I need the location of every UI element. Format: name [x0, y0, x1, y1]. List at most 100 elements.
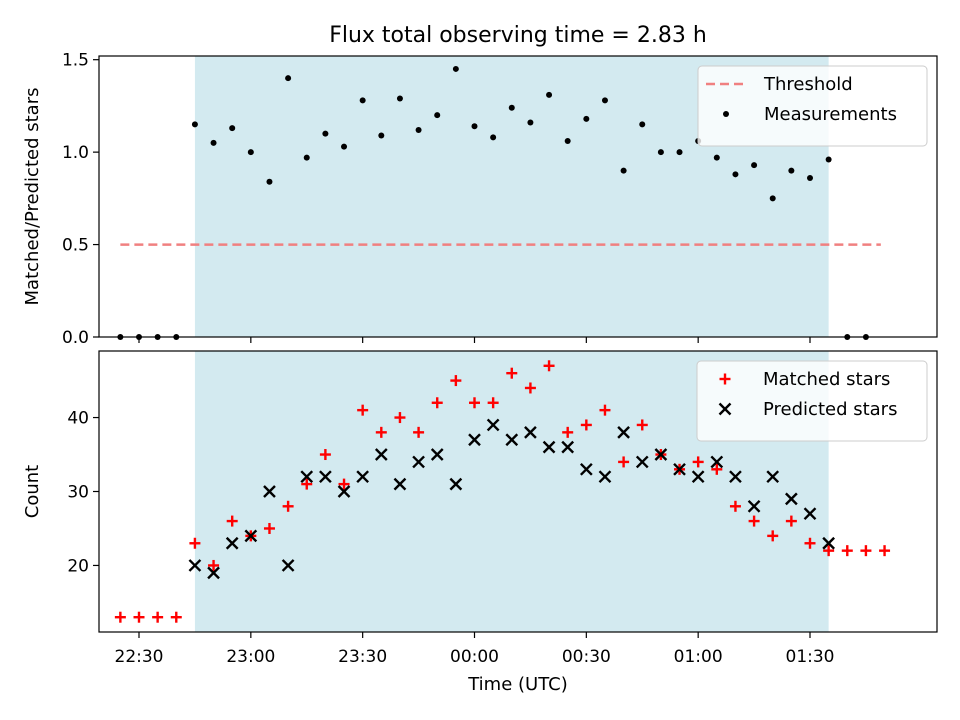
matched-star-marker — [357, 404, 369, 416]
predicted-star-marker — [188, 559, 202, 572]
predicted-star-marker — [374, 448, 388, 461]
matched-star-marker — [841, 545, 853, 557]
legend-label: Threshold — [763, 74, 853, 95]
predicted-star-marker-b — [822, 536, 835, 550]
predicted-star-marker-b — [300, 470, 314, 484]
predicted-star-marker — [319, 470, 332, 484]
predicted-star-marker — [598, 470, 612, 484]
predicted-star-marker-b — [673, 462, 686, 476]
predicted-star-marker — [729, 470, 742, 484]
measurement-point — [247, 149, 254, 156]
measurement-point — [434, 112, 441, 119]
measurement-point — [415, 126, 422, 133]
predicted-star-marker — [486, 418, 500, 432]
predicted-star-marker-b — [579, 462, 593, 476]
measurement-point — [546, 91, 553, 98]
legend-measurement-swatch — [723, 111, 729, 117]
predicted-star-marker-b — [710, 455, 724, 469]
predicted-star-marker-b — [617, 425, 630, 439]
measurement-point — [490, 134, 497, 141]
predicted-star-marker-b — [654, 448, 668, 461]
measurement-point — [807, 175, 813, 182]
matched-star-marker — [431, 397, 443, 409]
measurement-point — [639, 121, 646, 128]
measurement-point — [396, 95, 403, 102]
matched-star-marker — [114, 611, 126, 623]
matched-star-marker — [636, 419, 648, 431]
legend: Matched stars Predicted stars — [696, 360, 928, 442]
matched-star-marker — [226, 515, 238, 527]
matched-star-marker — [618, 456, 630, 468]
predicted-star-marker-b — [486, 418, 500, 432]
x-tick-label: 22:30 — [115, 647, 164, 667]
predicted-star-marker-b — [785, 492, 798, 506]
predicted-star-marker-b — [337, 485, 351, 498]
matched-star-marker — [208, 559, 220, 571]
predicted-star-marker — [300, 470, 314, 484]
matched-star-marker — [450, 375, 462, 387]
legend: Threshold Measurements — [697, 65, 928, 147]
measurement-point — [825, 156, 832, 163]
predicted-star-marker — [579, 462, 593, 476]
matched-star-marker — [170, 611, 182, 623]
predicted-star-marker — [337, 485, 351, 498]
predicted-star-marker-b — [412, 455, 425, 469]
top-panel: 0.0 0.5 1.0 1.5 Matched/Predicted stars Thres… — [22, 51, 938, 348]
predicted-star-marker — [785, 492, 798, 506]
predicted-star-marker-b — [207, 566, 220, 580]
matched-star-marker — [375, 426, 387, 438]
legend-label: Measurements — [764, 104, 897, 125]
y-tick-label: 20 — [67, 556, 89, 576]
x-tick-label: 01:30 — [786, 647, 835, 667]
predicted-star-marker-b — [468, 433, 481, 447]
measurement-point — [751, 162, 758, 169]
predicted-star-marker — [430, 448, 444, 461]
predicted-star-marker-b — [561, 440, 575, 454]
predicted-star-marker — [524, 425, 537, 439]
predicted-star-marker-b — [319, 470, 332, 484]
x-tick-label: 23:30 — [338, 647, 387, 667]
predicted-star-marker — [561, 440, 575, 454]
measurement-point — [788, 167, 795, 174]
predicted-star-marker-b — [691, 470, 705, 484]
matched-star-marker — [860, 545, 872, 557]
legend-box — [697, 65, 928, 147]
x-tick-label: 00:00 — [450, 647, 499, 667]
predicted-star-marker-b — [598, 470, 612, 484]
y-tick-label: 0.5 — [62, 236, 89, 256]
predicted-star-marker-b — [263, 485, 276, 498]
matched-star-marker — [580, 419, 592, 431]
matched-star-marker — [879, 545, 891, 557]
predicted-star-marker — [412, 455, 425, 469]
measurement-point — [676, 149, 683, 156]
y-axis-label: Count — [22, 465, 43, 518]
predicted-star-marker-b — [188, 559, 202, 572]
measurement-point — [341, 143, 348, 150]
predicted-star-marker — [766, 470, 780, 484]
matched-star-marker — [469, 397, 480, 409]
legend-box — [696, 360, 928, 442]
matched-star-marker — [804, 537, 816, 549]
predicted-star-marker-b — [505, 433, 519, 447]
measurement-point — [508, 104, 515, 111]
x-axis-label: Time (UTC) — [467, 674, 568, 695]
predicted-star-marker — [207, 566, 220, 580]
predicted-star-marker-b — [635, 455, 649, 469]
predicted-star-marker-b — [393, 477, 407, 491]
matched-star-marker — [319, 449, 331, 461]
matched-star-marker — [263, 522, 275, 534]
measurement-point — [769, 195, 776, 202]
matched-star-marker — [823, 545, 835, 557]
predicted-star-marker — [617, 425, 630, 439]
predicted-star-marker — [822, 536, 835, 550]
predicted-star-marker-b — [225, 536, 239, 550]
predicted-star-marker — [654, 448, 668, 461]
y-axis-label: Matched/Predicted stars — [22, 88, 43, 306]
predicted-star-marker — [673, 462, 686, 476]
predicted-star-marker — [281, 559, 295, 572]
matched-star-marker — [152, 611, 164, 623]
predicted-star-marker — [542, 440, 556, 454]
matched-star-marker — [711, 463, 723, 475]
predicted-star-marker-b — [729, 470, 742, 484]
predicted-star-marker-b — [747, 499, 761, 513]
